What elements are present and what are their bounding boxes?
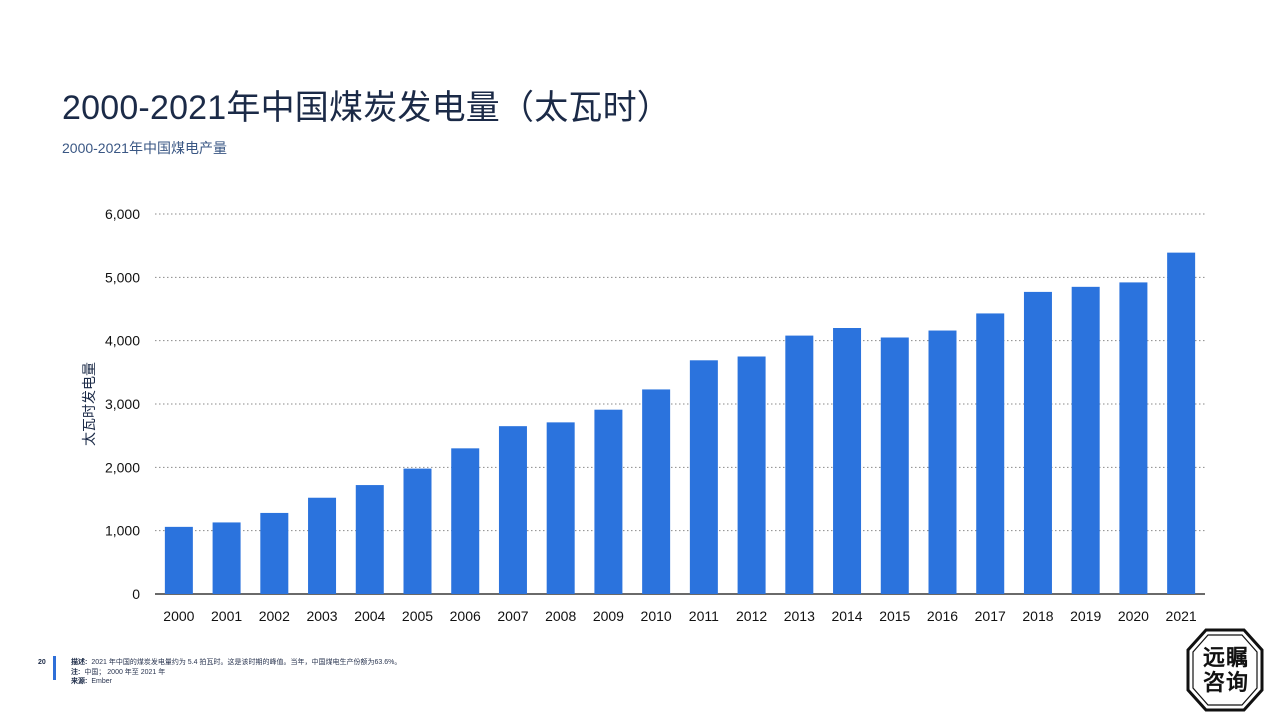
logo-line-1: 远瞩	[1202, 645, 1249, 671]
brand-logo	[1186, 628, 1264, 712]
x-tick-label: 2020	[1118, 608, 1149, 624]
description-line: 描述: 2021 年中国的煤炭发电量约为 5.4 拍瓦时。这是该时期的峰值。当年，…	[71, 658, 401, 668]
bar	[833, 328, 862, 594]
bar	[212, 522, 241, 594]
x-tick-label: 2014	[831, 608, 862, 624]
x-tick-label: 2001	[211, 608, 242, 624]
note-text: 中国； 2000 年至 2021 年	[84, 668, 166, 676]
bar	[1167, 252, 1196, 594]
x-tick-label: 2005	[402, 608, 433, 624]
bar	[164, 526, 193, 594]
source-label: 来源:	[71, 678, 88, 685]
source-text: Ember	[91, 678, 112, 685]
bar	[1023, 291, 1052, 594]
bar	[785, 335, 814, 594]
y-axis-label: 太瓦时发电量	[82, 362, 98, 446]
bar	[355, 485, 384, 594]
description-text: 2021 年中国的煤炭发电量约为 5.4 拍瓦时。这是该时期的峰值。当年，中国煤…	[91, 659, 402, 666]
x-tick-label: 2003	[306, 608, 337, 624]
bar	[594, 409, 623, 594]
brand-logo-text: 远瞩 咨询	[1200, 646, 1252, 696]
y-tick-label: 0	[132, 586, 140, 602]
x-tick-label: 2002	[259, 608, 290, 624]
x-tick-label: 2011	[689, 608, 719, 624]
bar	[1071, 286, 1100, 594]
y-tick-label: 2,000	[105, 459, 140, 475]
x-tick-label: 2015	[879, 608, 910, 624]
y-tick-label: 4,000	[105, 333, 140, 349]
bar	[737, 356, 766, 594]
logo-line-2: 咨询	[1202, 670, 1249, 696]
x-tick-label: 2021	[1166, 608, 1197, 624]
y-tick-label: 5,000	[105, 269, 140, 285]
x-tick-label: 2004	[354, 608, 385, 624]
x-tick-label: 2006	[450, 608, 481, 624]
bar	[689, 360, 718, 594]
x-tick-label: 2008	[545, 608, 576, 624]
x-tick-label: 2016	[927, 608, 958, 624]
bar	[451, 448, 480, 594]
bar	[403, 468, 432, 594]
x-tick-label: 2000	[163, 608, 194, 624]
note-label: 注:	[71, 668, 81, 676]
bar	[642, 389, 671, 594]
x-tick-label: 2013	[784, 608, 815, 624]
bar	[498, 426, 527, 594]
source-line: 来源: Ember	[71, 677, 401, 687]
bar	[880, 337, 909, 594]
x-tick-label: 2019	[1070, 608, 1101, 624]
bar	[976, 313, 1005, 594]
page-number: 20	[38, 659, 46, 666]
bar	[260, 512, 289, 594]
y-tick-label: 3,000	[105, 396, 140, 412]
bar	[308, 497, 337, 594]
page-title: 2000-2021年中国煤炭发电量（太瓦时）	[62, 89, 671, 127]
footer-notes: 描述: 2021 年中国的煤炭发电量约为 5.4 拍瓦时。这是该时期的峰值。当年，…	[71, 658, 401, 687]
x-tick-label: 2017	[975, 608, 1006, 624]
note-line: 注: 中国； 2000 年至 2021 年	[71, 668, 401, 678]
x-tick-label: 2007	[497, 608, 528, 624]
x-tick-label: 2009	[593, 608, 624, 624]
x-tick-label: 2010	[641, 608, 672, 624]
x-tick-label: 2018	[1022, 608, 1053, 624]
footer-accent-bar	[53, 656, 56, 680]
bar	[928, 330, 957, 594]
bar	[546, 422, 575, 594]
y-tick-label: 1,000	[105, 523, 140, 539]
y-tick-label: 6,000	[105, 206, 140, 222]
page-subtitle: 2000-2021年中国煤电产量	[62, 140, 227, 156]
description-label: 描述:	[71, 659, 88, 666]
bar	[1119, 282, 1148, 594]
x-tick-label: 2012	[736, 608, 767, 624]
